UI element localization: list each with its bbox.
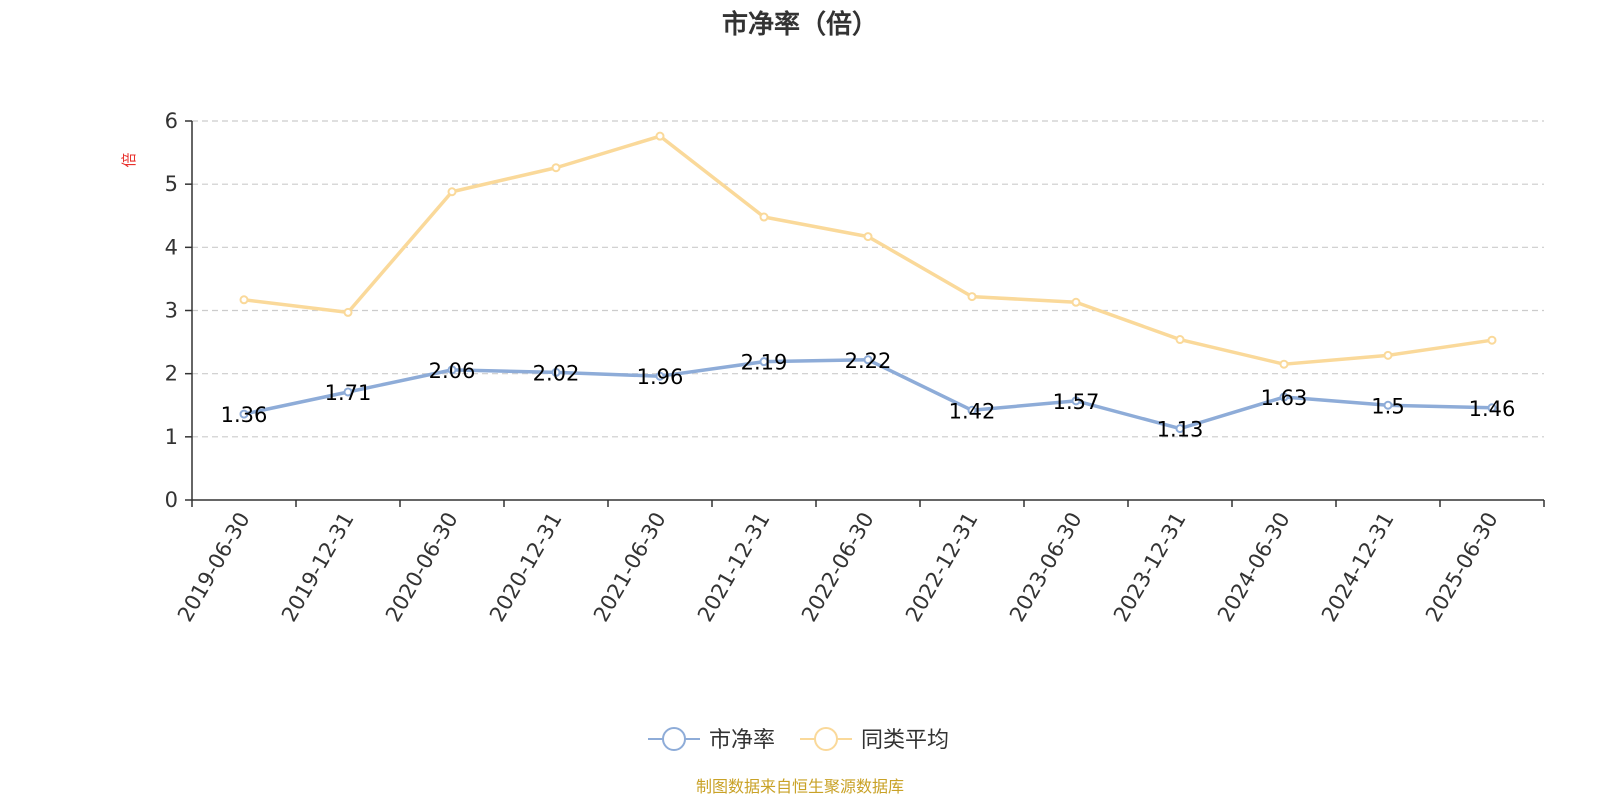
data-point[interactable] (447, 365, 457, 375)
data-point[interactable] (343, 387, 353, 397)
data-label: 1.46 (1469, 397, 1516, 421)
x-tick-label: 2023-12-31 (1109, 508, 1191, 626)
data-label: 1.96 (637, 365, 684, 389)
data-point[interactable] (967, 292, 977, 302)
data-point[interactable] (1487, 403, 1497, 413)
y-tick-label: 4 (165, 235, 178, 259)
y-tick-label: 1 (165, 425, 178, 449)
data-point[interactable] (655, 131, 665, 141)
data-label: 1.63 (1261, 386, 1308, 410)
data-point[interactable] (1175, 424, 1185, 434)
x-tick-label: 2021-12-31 (693, 508, 775, 626)
y-tick-label: 6 (165, 109, 178, 133)
data-point[interactable] (239, 295, 249, 305)
chart-title: 市净率（倍） (722, 9, 878, 40)
legend: 市净率 同类平均 (648, 727, 949, 753)
legend-label: 市净率 (709, 728, 775, 753)
data-point[interactable] (1279, 359, 1289, 369)
x-tick-label: 2019-12-31 (277, 508, 359, 626)
legend-label: 同类平均 (861, 728, 949, 753)
data-labels: 1.36 1.71 2.06 2.02 1.96 2.19 2.22 1.42 1.57 1.13… (221, 349, 1516, 442)
x-tick-label: 2023-06-30 (1005, 508, 1087, 626)
data-point[interactable] (759, 212, 769, 222)
y-tick-label: 2 (165, 362, 178, 386)
data-point[interactable] (967, 405, 977, 415)
x-tick-label: 2020-06-30 (381, 508, 463, 626)
data-point[interactable] (1279, 392, 1289, 402)
data-point[interactable] (447, 187, 457, 197)
data-point[interactable] (1383, 400, 1393, 410)
data-label: 1.13 (1157, 418, 1204, 442)
x-tick-label: 2024-06-30 (1213, 508, 1295, 626)
grid-lines (192, 120, 1544, 438)
data-point[interactable] (759, 357, 769, 367)
series-lines (239, 131, 1497, 434)
data-label: 2.02 (533, 361, 580, 385)
data-label: 2.22 (845, 349, 892, 373)
data-label: 1.36 (221, 403, 268, 427)
source-note: 制图数据来自恒生聚源数据库 (696, 777, 904, 796)
x-tick-label: 2022-06-30 (797, 508, 879, 626)
data-point[interactable] (343, 307, 353, 317)
data-point[interactable] (239, 409, 249, 419)
x-tick-label: 2019-06-30 (173, 508, 255, 626)
data-point[interactable] (1071, 297, 1081, 307)
data-point[interactable] (655, 371, 665, 381)
y-tick-label: 5 (165, 172, 178, 196)
data-point[interactable] (1383, 350, 1393, 360)
data-label: 2.06 (429, 359, 476, 383)
legend-item-0[interactable]: 市净率 (648, 727, 775, 753)
data-label: 1.57 (1053, 390, 1100, 414)
data-label: 2.19 (741, 351, 788, 375)
y-tick-label: 3 (165, 299, 178, 323)
data-point[interactable] (863, 232, 873, 242)
data-label: 1.5 (1371, 394, 1404, 418)
legend-item-1[interactable]: 同类平均 (800, 727, 949, 753)
data-point[interactable] (1175, 335, 1185, 345)
data-point[interactable] (1071, 396, 1081, 406)
x-tick-label: 2022-12-31 (901, 508, 983, 626)
x-tick-label: 2021-06-30 (589, 508, 671, 626)
data-point[interactable] (551, 367, 561, 377)
legend-swatch-marker (662, 727, 686, 751)
series-line-1 (243, 134, 1493, 366)
x-tick-label: 2020-12-31 (485, 508, 567, 626)
y-tick-label: 0 (165, 488, 178, 512)
data-point[interactable] (863, 355, 873, 365)
data-label: 1.42 (949, 399, 996, 423)
data-point[interactable] (551, 163, 561, 173)
y-axis-label: 倍 (120, 152, 138, 167)
data-point[interactable] (1487, 335, 1497, 345)
x-tick-label: 2025-06-30 (1421, 508, 1503, 626)
x-tick-label: 2024-12-31 (1317, 508, 1399, 626)
legend-swatch-marker (814, 727, 838, 751)
data-label: 1.71 (325, 381, 372, 405)
